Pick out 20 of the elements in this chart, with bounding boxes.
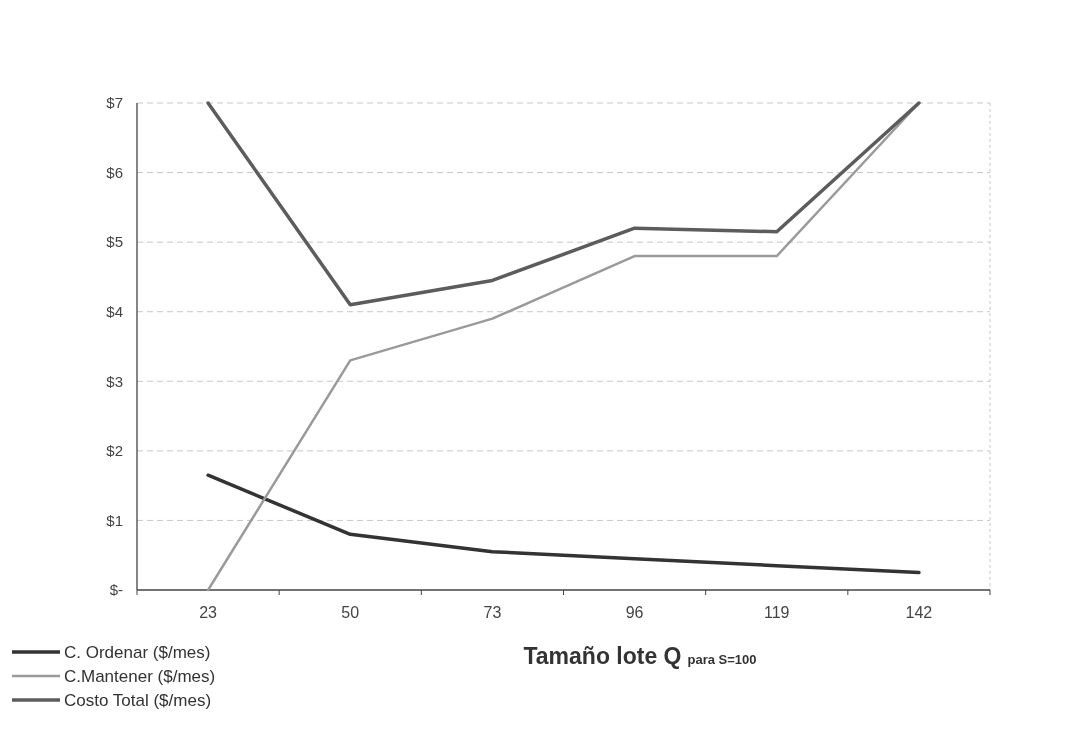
x-tick-label: 119 bbox=[763, 604, 790, 621]
line-series bbox=[206, 473, 921, 575]
x-axis-title: Tamaño lote Q para S=100 bbox=[523, 643, 757, 669]
legend-label: C. Ordenar ($/mes) bbox=[64, 642, 211, 662]
y-tick-label: $3 bbox=[106, 372, 123, 390]
line-series bbox=[206, 101, 921, 307]
x-tick-label: 96 bbox=[625, 604, 644, 621]
x-tick-label: 73 bbox=[483, 604, 502, 621]
legend-label: C.Mantener ($/mes) bbox=[64, 666, 216, 686]
y-tick-label: $6 bbox=[106, 163, 123, 181]
y-tick-label: $1 bbox=[106, 511, 123, 529]
y-tick-label: $5 bbox=[106, 233, 123, 251]
y-tick-label: $7 bbox=[106, 94, 123, 112]
y-tick-label: $- bbox=[109, 581, 123, 599]
x-tick-label: 23 bbox=[199, 604, 218, 621]
x-tick-label: 50 bbox=[341, 604, 360, 621]
y-tick-label: $4 bbox=[106, 302, 123, 320]
y-tick-label: $2 bbox=[106, 442, 123, 460]
legend-label: Costo Total ($/mes) bbox=[64, 690, 212, 710]
x-tick-label: 142 bbox=[905, 604, 933, 621]
